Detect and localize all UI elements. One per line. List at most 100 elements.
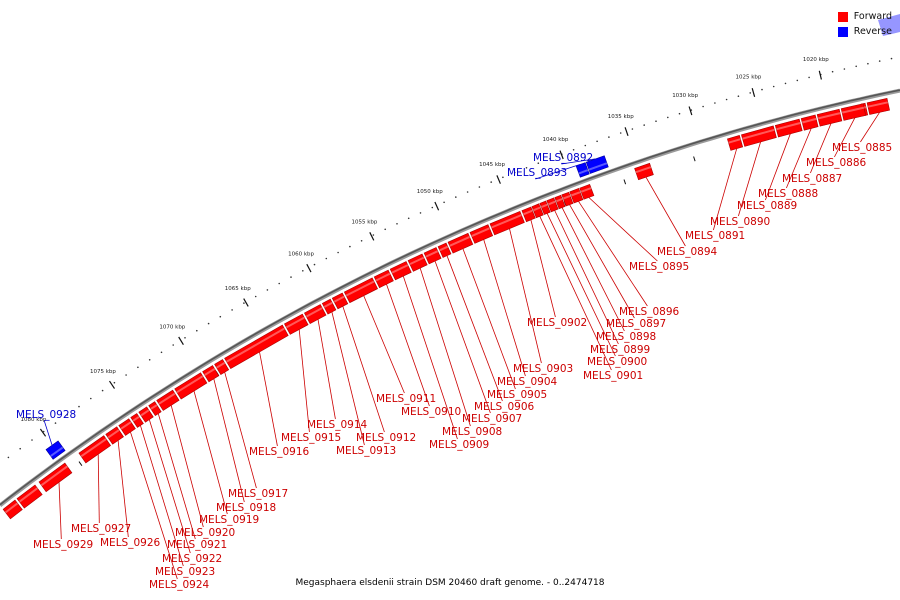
gene-label[interactable]: MELS_0916 xyxy=(249,446,309,458)
gene-box-mels-0924[interactable] xyxy=(118,418,136,436)
scale-dot xyxy=(148,359,151,361)
gene-box-mels-0928[interactable] xyxy=(45,440,66,460)
gene-box-mels-0904[interactable] xyxy=(469,224,494,244)
gene-label[interactable]: MELS_0911 xyxy=(376,393,436,405)
gene-label[interactable]: MELS_0899 xyxy=(590,344,650,356)
scale-tick-label: 1070 kbp xyxy=(159,325,185,331)
gene-label[interactable]: MELS_0901 xyxy=(583,370,643,382)
gene-box-mels-0892[interactable] xyxy=(585,155,609,174)
gene-label[interactable]: MELS_0905 xyxy=(487,389,547,401)
gene-box-mels-0901[interactable] xyxy=(531,203,544,219)
gene-label[interactable]: MELS_0903 xyxy=(513,363,573,375)
gene-label[interactable]: MELS_0890 xyxy=(710,216,770,228)
gene-box-mels-0914[interactable] xyxy=(303,304,327,325)
gene-label[interactable]: MELS_0885 xyxy=(832,142,892,154)
gene-box-mels-0913[interactable] xyxy=(321,298,337,315)
gene-box-mels-0916[interactable] xyxy=(224,324,289,370)
gene-label[interactable]: MELS_0895 xyxy=(629,261,689,273)
gene-label[interactable]: MELS_0923 xyxy=(155,566,215,578)
gene-box-mels-0926[interactable] xyxy=(105,426,124,445)
gene-label[interactable]: MELS_0900 xyxy=(587,356,647,368)
gene-box-mels-0909[interactable] xyxy=(389,261,412,281)
gene-box-mels-0893[interactable] xyxy=(575,162,590,178)
scale-dot xyxy=(702,105,704,108)
gene-label[interactable]: MELS_0887 xyxy=(782,173,842,185)
gene-box-mels-0903[interactable] xyxy=(489,211,525,236)
gene-box-mels-0896[interactable] xyxy=(569,188,584,204)
gene-box-mels-0897[interactable] xyxy=(561,191,574,207)
gene-label[interactable]: MELS_0910 xyxy=(401,406,461,418)
gene-box-mels-0898[interactable] xyxy=(554,194,566,210)
gene-label[interactable]: MELS_0924 xyxy=(149,579,209,591)
gene-label[interactable]: MELS_0920 xyxy=(175,527,235,539)
scale-dot xyxy=(313,263,316,266)
scale-tick-label: 1050 kbp xyxy=(417,189,443,195)
gene-box-mels-0911[interactable] xyxy=(343,277,379,304)
gene-callout-line xyxy=(483,239,526,377)
gene-label[interactable]: MELS_0889 xyxy=(737,200,797,212)
gene-box-mels-0895[interactable] xyxy=(579,184,595,200)
gene-label[interactable]: MELS_0912 xyxy=(356,432,416,444)
gene-label[interactable]: MELS_0896 xyxy=(619,306,679,318)
gene-box-mels-0889[interactable] xyxy=(774,118,803,138)
gene-box-mels-0922[interactable] xyxy=(138,406,154,423)
gene-box-mels-0919[interactable] xyxy=(174,372,208,400)
gene-box-mels-0918[interactable] xyxy=(202,365,220,383)
gene-box-mels-0905[interactable] xyxy=(447,232,474,254)
gene-label[interactable]: MELS_0893 xyxy=(507,167,567,179)
gene-callout-line xyxy=(402,275,458,440)
gene-box-mels-0907[interactable] xyxy=(423,247,442,265)
gene-label[interactable]: MELS_0891 xyxy=(685,230,745,242)
gene-label[interactable]: MELS_0928 xyxy=(16,409,76,421)
gene-label[interactable]: MELS_0888 xyxy=(758,188,818,200)
gene-label[interactable]: MELS_0926 xyxy=(100,537,160,549)
gene-label[interactable]: MELS_0898 xyxy=(596,331,656,343)
gene-label[interactable]: MELS_0918 xyxy=(216,502,276,514)
gene-label[interactable]: MELS_0897 xyxy=(606,318,666,330)
gene-label[interactable]: MELS_0917 xyxy=(228,488,288,500)
gene-label[interactable]: MELS_0906 xyxy=(474,401,534,413)
gene-box-mels-0912[interactable] xyxy=(331,292,349,310)
gene-label[interactable]: MELS_0915 xyxy=(281,432,341,444)
gene-label[interactable]: MELS_0919 xyxy=(199,514,259,526)
gene-label[interactable]: MELS_0892 xyxy=(533,152,593,164)
gene-label[interactable]: MELS_0886 xyxy=(806,157,866,169)
gene-label[interactable]: MELS_0922 xyxy=(162,553,222,565)
scale-dot xyxy=(372,234,375,236)
gene-box-mels-0920[interactable] xyxy=(156,389,180,411)
gene-label[interactable]: MELS_0904 xyxy=(497,376,557,388)
gene-box-mels-0908[interactable] xyxy=(407,253,428,272)
gene-label[interactable]: MELS_0913 xyxy=(336,445,396,457)
gene-box-mels-0915[interactable] xyxy=(283,313,309,335)
gene-label[interactable]: MELS_0921 xyxy=(167,539,227,551)
gene-box-mels-0902[interactable] xyxy=(521,206,536,223)
gene-box-mels-0888[interactable] xyxy=(800,114,819,131)
gene-label[interactable]: MELS_0929 xyxy=(33,539,93,551)
gene-box-mels-0885[interactable] xyxy=(866,98,890,115)
gene-box-edge-0[interactable] xyxy=(2,499,23,520)
gene-callout-line xyxy=(213,378,245,503)
gene-box-mels-0921[interactable] xyxy=(148,401,162,417)
gene-label[interactable]: MELS_0902 xyxy=(527,317,587,329)
gene-box-mels-0887[interactable] xyxy=(816,108,843,127)
gene-box-mels-0890[interactable] xyxy=(741,125,777,147)
gene-label[interactable]: MELS_0909 xyxy=(429,439,489,451)
gene-box-mels-0917[interactable] xyxy=(214,359,230,376)
gene-label[interactable]: MELS_0908 xyxy=(442,426,502,438)
gene-box-mels-0891[interactable] xyxy=(727,135,744,151)
gene-label[interactable]: MELS_0907 xyxy=(462,413,522,425)
gene-box-mels-0900[interactable] xyxy=(539,200,551,215)
gene-box-mels-0886[interactable] xyxy=(840,103,867,121)
gene-box-mels-0927[interactable] xyxy=(78,435,112,464)
gene-box-mels-0910[interactable] xyxy=(373,269,394,289)
gene-label[interactable]: MELS_0927 xyxy=(71,523,131,535)
gene-box-shine xyxy=(40,465,68,487)
gene-label[interactable]: MELS_0914 xyxy=(307,419,367,431)
gene-box-mels-0906[interactable] xyxy=(437,242,452,258)
gene-box-mels-0929[interactable] xyxy=(38,462,73,493)
gene-box-mels-0894[interactable] xyxy=(634,162,654,181)
gene-label[interactable]: MELS_0894 xyxy=(657,246,717,258)
gene-box-mels-0899[interactable] xyxy=(546,197,559,213)
gene-box-mels-0923[interactable] xyxy=(130,413,144,428)
gene-box-edge-1[interactable] xyxy=(16,484,43,509)
